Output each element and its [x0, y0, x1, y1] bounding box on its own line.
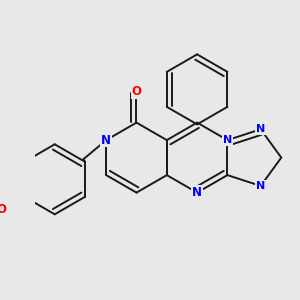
Text: N: N [192, 186, 202, 199]
Text: N: N [256, 124, 265, 134]
Text: N: N [256, 181, 265, 191]
Text: O: O [0, 203, 7, 216]
Text: O: O [131, 85, 142, 98]
Text: N: N [223, 135, 232, 145]
Text: N: N [101, 134, 111, 147]
